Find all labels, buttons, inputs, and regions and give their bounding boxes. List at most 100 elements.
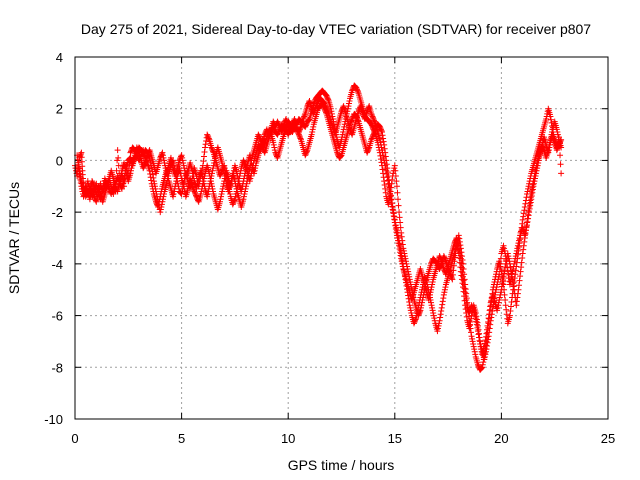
data-point [75, 161, 82, 168]
data-point [382, 165, 389, 172]
data-point [246, 167, 253, 174]
data-point [365, 147, 372, 154]
data-point [426, 291, 433, 298]
data-point [530, 178, 537, 185]
data-point [481, 343, 488, 350]
data-point [252, 165, 259, 172]
data-point [219, 162, 226, 169]
data-point [525, 207, 532, 214]
data-point [416, 297, 423, 304]
data-point [178, 153, 185, 160]
data-point [545, 144, 552, 151]
data-point [505, 255, 512, 262]
data-point [240, 158, 247, 165]
data-point [398, 255, 405, 262]
data-point [115, 185, 122, 192]
data-point [398, 258, 405, 265]
data-point [346, 97, 353, 104]
data-point [89, 179, 96, 186]
data-point [460, 277, 467, 284]
data-point [450, 267, 457, 274]
chart-title: Day 275 of 2021, Sidereal Day-to-day VTE… [81, 21, 591, 37]
data-points [72, 82, 565, 373]
data-point [328, 119, 335, 126]
data-point [127, 149, 134, 156]
data-point [441, 286, 448, 293]
data-point [365, 145, 372, 152]
data-point [397, 252, 404, 259]
data-point [275, 121, 282, 128]
data-point [160, 154, 167, 161]
data-point [394, 235, 401, 241]
data-point [547, 136, 554, 143]
data-point [368, 136, 375, 143]
data-point [114, 147, 121, 154]
data-point [75, 165, 82, 172]
data-point [208, 172, 215, 179]
data-point [122, 165, 129, 172]
data-point [208, 145, 215, 152]
data-point [496, 297, 503, 304]
data-point [495, 299, 502, 306]
data-point [401, 253, 408, 260]
data-point [555, 134, 562, 141]
data-point [385, 201, 392, 208]
x-tick-label: 15 [388, 431, 402, 446]
data-point [425, 297, 432, 304]
data-point [428, 284, 435, 291]
data-point [497, 289, 504, 296]
data-point [272, 149, 279, 156]
data-point [182, 172, 189, 179]
data-point [199, 175, 206, 182]
y-axis-label: SDTVAR / TECUs [6, 182, 22, 294]
data-point [323, 105, 330, 112]
data-point [547, 113, 554, 120]
data-point [380, 152, 387, 159]
data-point [437, 314, 444, 321]
data-point [193, 185, 200, 192]
data-point [354, 87, 361, 94]
data-point [468, 315, 475, 322]
data-point [497, 291, 504, 298]
data-point [219, 160, 226, 167]
data-point [458, 260, 465, 267]
data-point [128, 165, 135, 172]
data-point [539, 143, 546, 150]
data-point [391, 219, 398, 226]
data-point [513, 250, 520, 257]
data-point [155, 203, 162, 210]
data-point [158, 188, 165, 195]
data-point [410, 320, 417, 327]
data-point [195, 178, 202, 185]
data-point [339, 134, 346, 141]
data-point [381, 181, 388, 188]
data-point [462, 293, 469, 300]
y-tick-label: -2 [51, 205, 63, 220]
data-point [203, 138, 210, 145]
data-point [437, 255, 444, 262]
data-point [252, 162, 259, 169]
data-point [141, 161, 148, 168]
data-point [303, 148, 310, 155]
data-point [180, 162, 187, 169]
data-point [377, 141, 384, 148]
data-point [431, 315, 438, 322]
data-point [387, 190, 394, 197]
data-point [500, 273, 507, 280]
data-point [519, 250, 526, 257]
data-point [478, 364, 485, 371]
data-point [324, 95, 331, 102]
data-point [482, 333, 489, 340]
data-point [488, 314, 495, 321]
data-point [171, 185, 178, 192]
data-point [371, 118, 378, 125]
data-point [204, 193, 211, 200]
data-point [322, 103, 329, 110]
data-point [399, 260, 406, 267]
data-point [386, 187, 393, 194]
data-point [458, 272, 465, 279]
data-point [220, 165, 227, 172]
data-point [270, 139, 277, 146]
data-point [540, 145, 547, 152]
data-point [240, 196, 247, 203]
